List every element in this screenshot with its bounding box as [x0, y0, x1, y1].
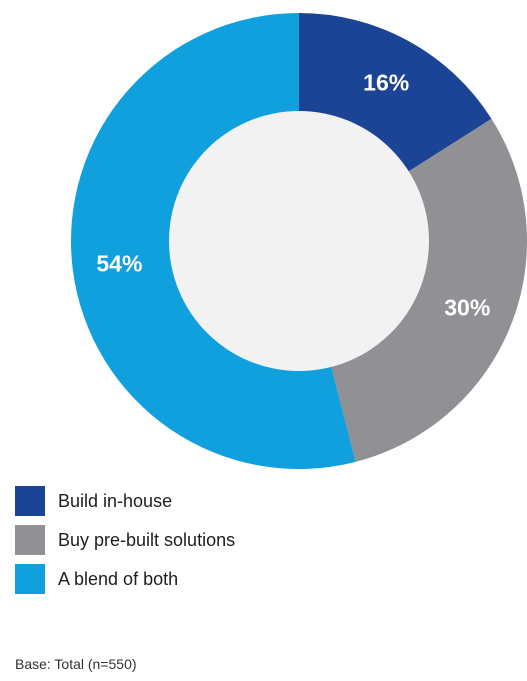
legend-item-build-in-house: Build in-house [15, 486, 235, 516]
data-label-blend-of-both: 54% [96, 251, 142, 277]
legend-label-buy-pre-built: Buy pre-built solutions [58, 529, 236, 550]
legend-swatch-buy-pre-built [15, 525, 45, 555]
legend-swatch-blend-of-both [15, 564, 45, 594]
legend-item-blend-of-both: A blend of both [15, 564, 235, 594]
data-label-build-in-house: 16% [363, 69, 409, 95]
legend-item-buy-pre-built: Buy pre-built solutions [15, 525, 235, 555]
base-footnote: Base: Total (n=550) [15, 656, 137, 672]
chart-legend: Build in-house Buy pre-built solutions A… [15, 486, 235, 603]
legend-label-blend-of-both: A blend of both [58, 568, 179, 589]
donut-chart: 16% 30% 54% [70, 13, 527, 470]
data-label-buy-pre-built: 30% [444, 295, 490, 321]
legend-label-build-in-house: Build in-house [58, 490, 173, 511]
donut-hole [169, 111, 429, 371]
legend-swatch-build-in-house [15, 486, 45, 516]
